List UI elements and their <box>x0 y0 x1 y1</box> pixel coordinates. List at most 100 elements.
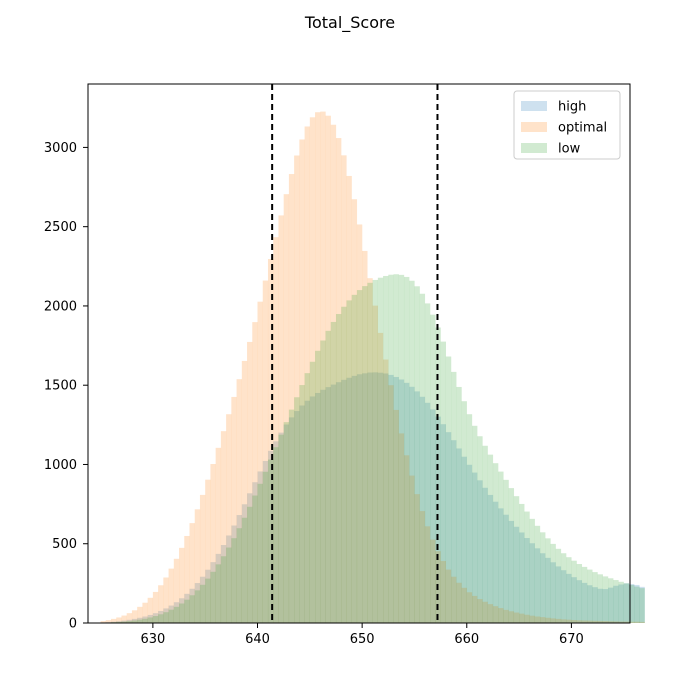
bar-optimal-19 <box>199 494 206 623</box>
bar-optimal-92 <box>581 620 588 623</box>
bar-optimal-91 <box>576 620 583 623</box>
bar-optimal-99 <box>618 621 624 623</box>
bar-optimal-28 <box>247 341 253 623</box>
bar-low-47 <box>346 300 352 623</box>
bar-high-91 <box>576 580 583 623</box>
x-tick-label-660: 660 <box>454 632 479 647</box>
bar-low-101 <box>628 584 635 623</box>
bar-high-73 <box>482 487 488 623</box>
bar-high-70 <box>466 464 473 623</box>
bar-high-85 <box>545 557 551 623</box>
bar-optimal-75 <box>492 606 499 623</box>
bar-optimal-2 <box>111 618 117 623</box>
bar-optimal-30 <box>257 301 263 623</box>
bar-low-20 <box>205 578 211 623</box>
bar-optimal-27 <box>241 360 248 623</box>
bar-low-27 <box>241 517 248 623</box>
bar-low-68 <box>456 386 462 623</box>
bar-optimal-57 <box>398 433 405 623</box>
bar-optimal-15 <box>179 547 185 623</box>
bar-high-44 <box>330 384 337 623</box>
bar-high-79 <box>513 526 520 623</box>
histogram-bars <box>100 111 645 624</box>
legend-label-low: low <box>558 142 581 157</box>
bar-optimal-5 <box>126 613 133 623</box>
bar-low-34 <box>278 434 284 623</box>
bar-high-11 <box>158 610 164 623</box>
bar-optimal-100 <box>623 621 630 623</box>
bar-high-99 <box>618 584 624 623</box>
bar-high-16 <box>184 593 190 623</box>
bar-low-43 <box>325 330 331 623</box>
bar-low-85 <box>545 538 551 623</box>
bar-high-19 <box>199 576 206 623</box>
bar-optimal-50 <box>362 250 368 624</box>
bar-high-43 <box>325 387 331 623</box>
bar-high-84 <box>540 553 546 623</box>
bar-optimal-52 <box>372 305 378 623</box>
bar-low-86 <box>550 543 556 623</box>
series-high <box>100 372 645 623</box>
bar-high-36 <box>288 417 295 623</box>
bar-low-59 <box>409 280 415 623</box>
bar-high-49 <box>356 374 363 623</box>
bar-optimal-85 <box>545 617 551 623</box>
bar-high-71 <box>472 472 478 623</box>
bar-optimal-76 <box>498 608 504 623</box>
bar-low-57 <box>398 274 405 623</box>
bar-optimal-81 <box>524 614 530 623</box>
bar-low-91 <box>576 564 583 623</box>
bar-high-24 <box>226 535 232 623</box>
x-tick-label-630: 630 <box>140 632 165 647</box>
bar-high-82 <box>529 543 535 623</box>
bar-optimal-39 <box>304 126 310 623</box>
bar-low-98 <box>613 580 619 623</box>
bar-high-101 <box>628 584 635 623</box>
bar-optimal-103 <box>639 621 645 623</box>
bar-optimal-29 <box>252 322 258 623</box>
bar-high-102 <box>634 584 640 623</box>
bar-optimal-61 <box>419 511 426 623</box>
bar-high-62 <box>424 402 431 623</box>
bar-low-26 <box>236 528 242 623</box>
bar-low-90 <box>571 560 577 623</box>
bar-high-17 <box>189 588 195 623</box>
bar-high-9 <box>147 614 154 623</box>
bar-optimal-16 <box>184 535 190 623</box>
bar-low-63 <box>430 314 436 623</box>
bar-high-39 <box>304 400 310 623</box>
bar-optimal-38 <box>299 139 305 623</box>
bar-optimal-33 <box>273 237 279 623</box>
bar-optimal-43 <box>325 115 331 624</box>
x-axis-ticks: 630 640 650 660 670 <box>140 623 584 647</box>
bar-high-78 <box>508 520 515 623</box>
bar-high-94 <box>592 587 598 623</box>
series-optimal <box>100 111 645 624</box>
bar-optimal-94 <box>592 620 598 623</box>
y-tick-label-3000: 3000 <box>44 141 77 156</box>
bar-high-27 <box>241 504 248 623</box>
bar-low-65 <box>440 341 446 623</box>
bar-low-95 <box>597 574 603 623</box>
bar-low-102 <box>634 586 640 623</box>
bar-optimal-59 <box>409 475 415 623</box>
bar-low-66 <box>445 356 452 623</box>
bar-high-15 <box>179 598 185 623</box>
bar-optimal-1 <box>105 620 112 623</box>
bar-optimal-37 <box>294 155 300 623</box>
bar-high-55 <box>388 374 394 623</box>
bar-low-92 <box>581 566 588 623</box>
x-tick-label-650: 650 <box>350 632 375 647</box>
bar-high-98 <box>613 585 619 623</box>
bar-low-25 <box>231 538 237 623</box>
bar-low-81 <box>524 511 530 623</box>
bar-low-60 <box>414 286 420 623</box>
bar-low-51 <box>367 282 373 623</box>
bar-high-12 <box>163 608 169 623</box>
bar-optimal-41 <box>315 112 321 624</box>
bar-optimal-77 <box>503 609 509 623</box>
bar-optimal-71 <box>472 595 478 623</box>
bar-low-71 <box>472 425 478 623</box>
bar-optimal-87 <box>555 618 562 623</box>
bar-optimal-67 <box>451 576 457 623</box>
